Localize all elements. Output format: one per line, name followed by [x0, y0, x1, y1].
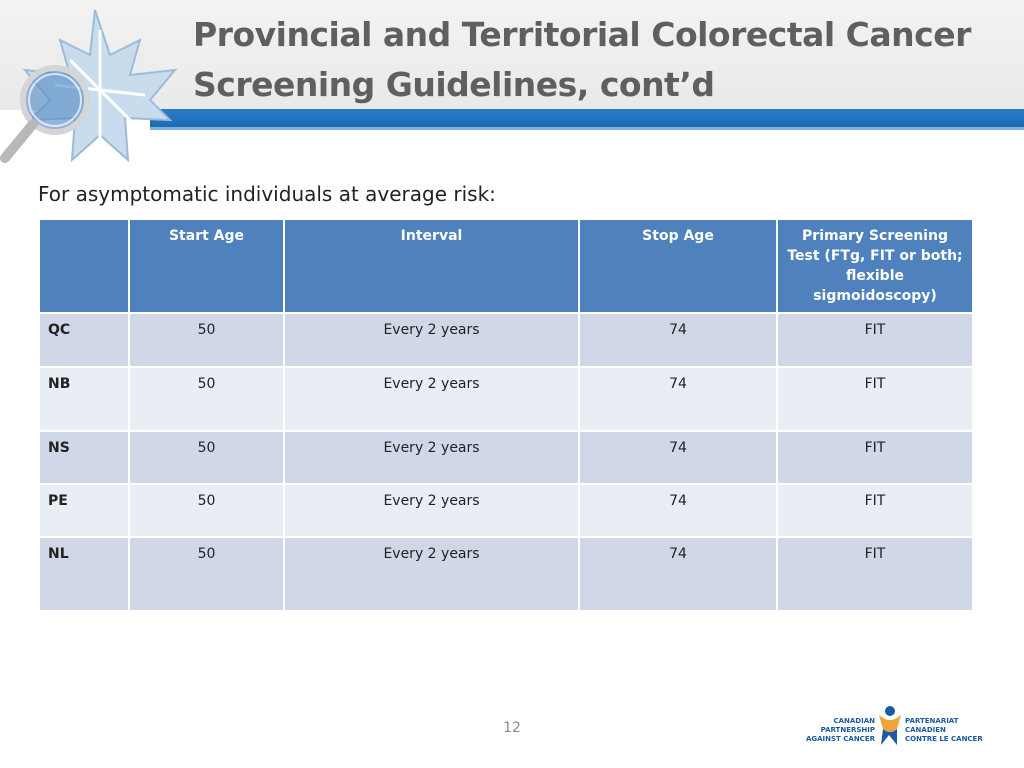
cell-primary-test: FIT: [776, 312, 974, 368]
header-stop-age: Stop Age: [578, 218, 778, 314]
page-number: 12: [503, 720, 521, 736]
cell-province: NL: [38, 536, 130, 612]
header-band: [0, 0, 1024, 110]
header-province: [38, 218, 130, 314]
cell-start-age: 50: [128, 312, 285, 368]
cell-stop-age: 74: [578, 312, 778, 368]
cell-primary-test: FIT: [776, 366, 974, 432]
cell-stop-age: 74: [578, 430, 778, 485]
cell-primary-test: FIT: [776, 536, 974, 612]
cell-stop-age: 74: [578, 366, 778, 432]
maple-leaf-magnifier-icon: [0, 9, 178, 163]
page-title: Provincial and Territorial Colorectal Ca…: [193, 10, 993, 110]
header-accent-bar: [150, 109, 1024, 127]
cell-start-age: 50: [128, 366, 285, 432]
partner-name-french: PARTENARIAT CANADIEN CONTRE LE CANCER: [905, 717, 983, 743]
table-row: NS 50 Every 2 years 74 FIT: [38, 430, 974, 485]
cell-start-age: 50: [128, 483, 285, 538]
table-row: PE 50 Every 2 years 74 FIT: [38, 483, 974, 538]
partner-name-english: CANADIAN PARTNERSHIP AGAINST CANCER: [805, 717, 875, 743]
cell-interval: Every 2 years: [283, 430, 580, 485]
title-line-1: Provincial and Territorial Colorectal Ca…: [193, 15, 971, 54]
cell-primary-test: FIT: [776, 430, 974, 485]
header-accent-stripe: [150, 127, 1024, 130]
cell-primary-test: FIT: [776, 483, 974, 538]
partnership-figure-icon: [879, 706, 901, 745]
cell-interval: Every 2 years: [283, 312, 580, 368]
partner-logo: CANADIAN PARTNERSHIP AGAINST CANCER PART…: [785, 705, 995, 747]
cell-province: NS: [38, 430, 130, 485]
table-header-row: Start Age Interval Stop Age Primary Scre…: [38, 218, 974, 314]
cell-stop-age: 74: [578, 483, 778, 538]
header-start-age: Start Age: [128, 218, 285, 314]
table-row: QC 50 Every 2 years 74 FIT: [38, 312, 974, 368]
cell-start-age: 50: [128, 430, 285, 485]
cell-interval: Every 2 years: [283, 366, 580, 432]
cell-start-age: 50: [128, 536, 285, 612]
table-row: NL 50 Every 2 years 74 FIT: [38, 536, 974, 612]
screening-guidelines-table: Start Age Interval Stop Age Primary Scre…: [38, 218, 974, 612]
table-row: NB 50 Every 2 years 74 FIT: [38, 366, 974, 432]
title-line-2: Screening Guidelines, cont’d: [193, 65, 715, 104]
cell-stop-age: 74: [578, 536, 778, 612]
header-primary-test: Primary Screening Test (FTg, FIT or both…: [776, 218, 974, 314]
cell-interval: Every 2 years: [283, 536, 580, 612]
cell-province: PE: [38, 483, 130, 538]
cell-interval: Every 2 years: [283, 483, 580, 538]
header-interval: Interval: [283, 218, 580, 314]
cell-province: NB: [38, 366, 130, 432]
cell-province: QC: [38, 312, 130, 368]
intro-text: For asymptomatic individuals at average …: [38, 182, 496, 206]
